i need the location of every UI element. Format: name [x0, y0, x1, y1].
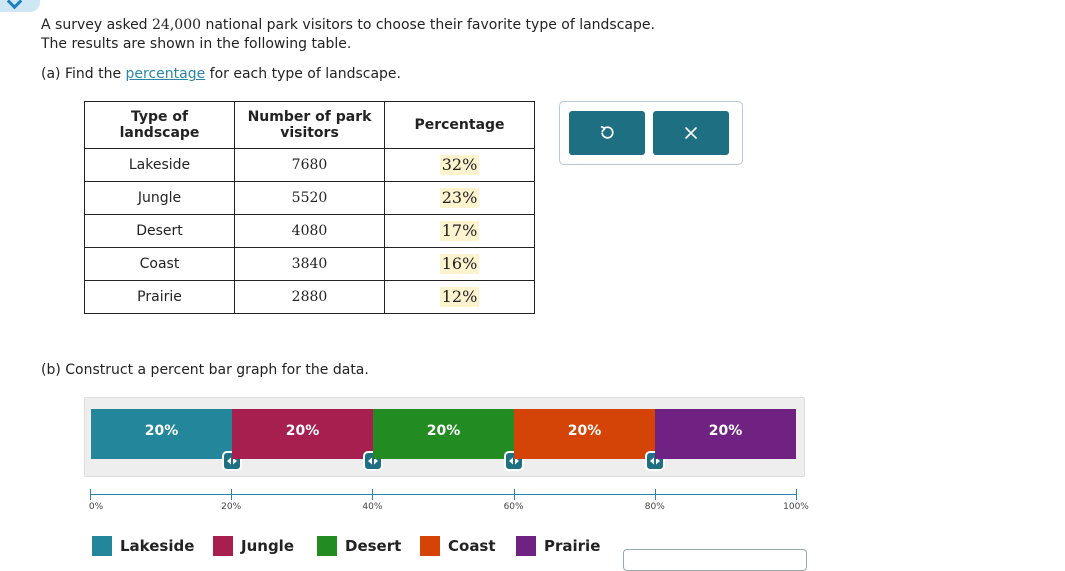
segment-label: 20%	[426, 423, 461, 439]
legend-label: Coast	[448, 537, 496, 555]
visitor-total: 24,000	[152, 17, 202, 33]
legend-swatch	[92, 536, 112, 556]
axis-line	[90, 494, 796, 495]
axis-tick	[231, 489, 233, 500]
bar-segment-coast: 20%	[514, 409, 655, 459]
axis-tick-label: 20%	[221, 502, 242, 512]
percentage-link[interactable]: percentage	[125, 66, 206, 82]
problem-line-1: A survey asked 24,000 national park visi…	[41, 17, 655, 33]
header-type-line2: landscape	[119, 125, 200, 141]
clear-button[interactable]	[653, 111, 729, 155]
cell-type: Prairie	[84, 280, 235, 314]
percentage-answer: 32%	[439, 155, 480, 175]
table-row: Jungle 5520 23%	[84, 181, 535, 215]
axis-tick-label: 0%	[88, 502, 104, 512]
percentage-answer: 23%	[439, 188, 480, 208]
segment-label: 20%	[567, 423, 602, 439]
legend-swatch	[317, 536, 337, 556]
cell-visitors: 2880	[234, 280, 385, 314]
header-percentage: Percentage	[384, 101, 535, 149]
cell-visitors: 4080	[234, 214, 385, 248]
close-icon	[685, 127, 697, 139]
undo-icon	[600, 125, 614, 139]
header-visitors-line2: visitors	[280, 125, 339, 141]
legend-item-jungle[interactable]: Jungle	[213, 536, 294, 556]
legend-swatch	[420, 536, 440, 556]
cell-type: Coast	[84, 247, 235, 281]
axis-tick-label: 60%	[503, 502, 524, 512]
segment-label: 20%	[285, 423, 320, 439]
axis-tick	[513, 489, 515, 500]
bar-segment-jungle: 20%	[232, 409, 373, 459]
bar-segment-prairie: 20%	[655, 409, 796, 459]
percentage-answer: 16%	[439, 254, 480, 274]
axis-tick-label: 80%	[644, 502, 665, 512]
left-right-arrows-icon	[650, 457, 660, 465]
cell-percentage: 17%	[384, 214, 535, 248]
cell-type: Lakeside	[84, 148, 235, 182]
percentage-answer: 12%	[439, 287, 480, 307]
header-visitors-line1: Number of park	[247, 109, 372, 125]
legend-label: Prairie	[544, 537, 601, 555]
problem-statement: A survey asked 24,000 national park visi…	[41, 16, 655, 54]
legend-label: Desert	[345, 537, 402, 555]
cell-percentage: 12%	[384, 280, 535, 314]
collapse-tab[interactable]	[0, 0, 40, 12]
landscape-table: Type of landscape Number of park visitors …	[84, 101, 535, 314]
cell-visitors: 5520	[234, 181, 385, 215]
bar-segment-desert: 20%	[373, 409, 514, 459]
legend-item-prairie[interactable]: Prairie	[516, 536, 600, 556]
axis-tick-label: 40%	[362, 502, 383, 512]
header-type-line1: Type of	[130, 109, 189, 125]
segment-label: 20%	[708, 423, 743, 439]
bar-segment-lakeside: 20%	[91, 409, 232, 459]
cell-type: Jungle	[84, 181, 235, 215]
axis-tick-label: 100%	[783, 502, 809, 512]
header-visitors: Number of park visitors	[234, 101, 385, 149]
legend-label: Jungle	[241, 537, 294, 555]
left-right-arrows-icon	[509, 457, 519, 465]
table-row: Lakeside 7680 32%	[84, 148, 535, 182]
chevron-down-icon	[6, 0, 23, 10]
left-right-arrows-icon	[368, 457, 378, 465]
segment-label: 20%	[144, 423, 179, 439]
legend-item-lakeside[interactable]: Lakeside	[92, 536, 194, 556]
legend-swatch	[213, 536, 233, 556]
axis-tick	[90, 489, 91, 500]
axis-tick	[796, 489, 797, 500]
axis-tick	[372, 489, 374, 500]
answer-actions	[559, 101, 743, 165]
answer-panel	[623, 549, 807, 571]
header-type: Type of landscape	[84, 101, 235, 149]
table-row: Desert 4080 17%	[84, 214, 535, 248]
percent-bar-graph: 20% 20% 20% 20% 20%	[84, 397, 805, 477]
legend-label: Lakeside	[120, 537, 195, 555]
legend-item-coast[interactable]: Coast	[420, 536, 496, 556]
left-right-arrows-icon	[227, 457, 237, 465]
legend-swatch	[516, 536, 536, 556]
cell-type: Desert	[84, 214, 235, 248]
part-b-prompt: (b) Construct a percent bar graph for th…	[41, 362, 369, 378]
table-header-row: Type of landscape Number of park visitors …	[84, 101, 535, 149]
undo-button[interactable]	[569, 111, 645, 155]
cell-visitors: 3840	[234, 247, 385, 281]
problem-line-2: The results are shown in the following t…	[41, 36, 352, 52]
legend-item-desert[interactable]: Desert	[317, 536, 401, 556]
axis-tick	[654, 489, 656, 500]
part-a-prompt: (a) Find the percentage for each type of…	[41, 66, 401, 82]
cell-percentage: 32%	[384, 148, 535, 182]
cell-percentage: 23%	[384, 181, 535, 215]
table-row: Coast 3840 16%	[84, 247, 535, 281]
percentage-answer: 17%	[439, 221, 480, 241]
cell-visitors: 7680	[234, 148, 385, 182]
cell-percentage: 16%	[384, 247, 535, 281]
table-row: Prairie 2880 12%	[84, 280, 535, 314]
